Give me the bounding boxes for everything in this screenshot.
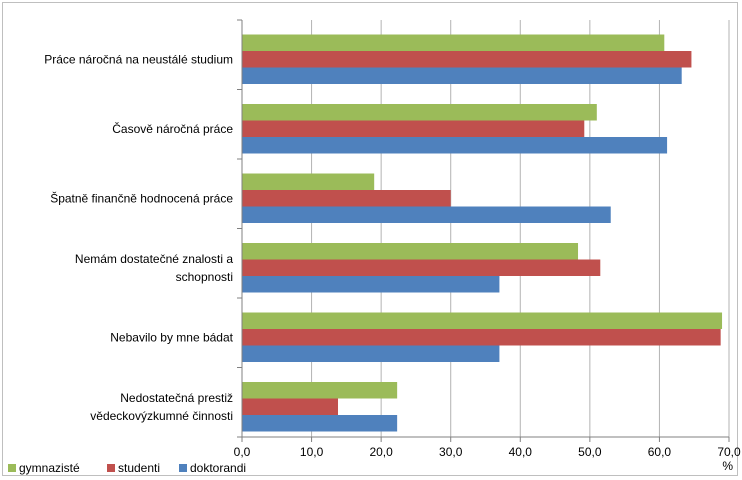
bar-gymnazisté-4 <box>242 312 723 329</box>
x-tick-labels: 0,0 10,0 20,0 30,0 40,0 50,0 60,0 70,0 <box>234 445 741 459</box>
category-labels: Práce náročná na neustálé studium Časově … <box>44 52 233 423</box>
bar-studenti-2 <box>242 190 451 207</box>
bars <box>242 34 723 432</box>
legend: gymnazisté studenti doktorandi <box>8 461 246 475</box>
bar-doktorandi-2 <box>242 206 611 223</box>
axes <box>237 19 730 442</box>
legend-swatch-studenti <box>107 464 115 472</box>
x-tick-label: 10,0 <box>300 445 324 459</box>
bar-gymnazisté-1 <box>242 104 597 121</box>
category-label: Nebavilo by mne bádat <box>110 330 233 344</box>
legend-label-doktorandi: doktorandi <box>190 461 246 475</box>
bar-studenti-1 <box>242 120 585 137</box>
bar-studenti-3 <box>242 259 601 276</box>
x-tick-label: 20,0 <box>369 445 393 459</box>
category-label: Práce náročná na neustálé studium <box>44 52 233 66</box>
category-label: Nemám dostatečné znalosti a <box>75 252 233 266</box>
bar-doktorandi-1 <box>242 137 668 154</box>
bar-doktorandi-4 <box>242 345 500 362</box>
x-unit-label: % <box>722 459 733 473</box>
bar-studenti-0 <box>242 51 692 68</box>
bar-doktorandi-0 <box>242 67 682 84</box>
bar-gymnazisté-3 <box>242 243 579 260</box>
category-label: Časově náročná práce <box>112 121 233 136</box>
bar-gymnazisté-5 <box>242 382 398 399</box>
bar-gymnazisté-0 <box>242 34 665 51</box>
bar-doktorandi-3 <box>242 276 500 293</box>
category-label: vědeckovýzkumné činnosti <box>90 409 233 423</box>
category-label: Nedostatečná prestiž <box>120 391 233 405</box>
x-tick-label: 40,0 <box>509 445 533 459</box>
legend-label-studenti: studenti <box>118 461 160 475</box>
category-label: schopnosti <box>176 270 233 284</box>
legend-swatch-gymnazisté <box>8 464 16 472</box>
x-tick-label: 60,0 <box>648 445 672 459</box>
legend-label-gymnazisté: gymnazisté <box>19 461 80 475</box>
x-tick-label: 50,0 <box>578 445 602 459</box>
bar-doktorandi-5 <box>242 415 398 432</box>
x-tick-label: 70,0 <box>717 445 741 459</box>
x-tick-label: 30,0 <box>439 445 463 459</box>
bar-studenti-5 <box>242 398 339 415</box>
category-label: Špatně finančně hodnocená práce <box>50 190 233 205</box>
legend-swatch-doktorandi <box>179 464 187 472</box>
bar-gymnazisté-2 <box>242 173 375 190</box>
bar-studenti-4 <box>242 329 721 346</box>
x-tick-label: 0,0 <box>234 445 251 459</box>
